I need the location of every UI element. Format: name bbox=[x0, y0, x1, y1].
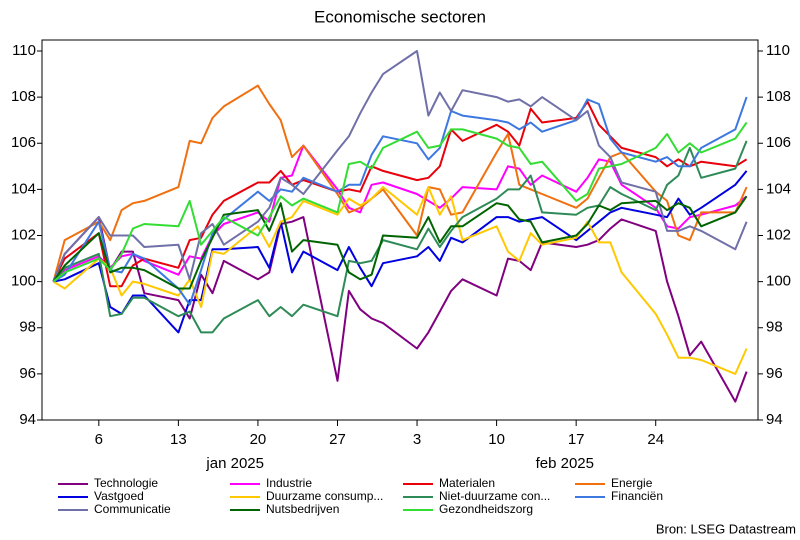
legend-label: Duurzame consump... bbox=[266, 489, 383, 503]
series-line bbox=[53, 170, 748, 334]
y-tick-label: 110 bbox=[12, 42, 36, 59]
x-tick-label: 3 bbox=[413, 431, 421, 448]
y2-tick-label: 104 bbox=[766, 180, 791, 197]
x-tick-label: 20 bbox=[250, 431, 267, 448]
x-tick-label: 27 bbox=[329, 431, 346, 448]
y2-tick-label: 96 bbox=[766, 365, 783, 382]
legend-label: Financiën bbox=[611, 489, 663, 503]
legend-label: Niet-duurzame con... bbox=[439, 489, 550, 503]
y-tick-label: 98 bbox=[19, 319, 36, 336]
y2-tick-label: 106 bbox=[766, 134, 791, 151]
y2-tick-label: 94 bbox=[766, 411, 783, 428]
legend-label: Technologie bbox=[94, 476, 158, 490]
x-tick-label: 17 bbox=[568, 431, 585, 448]
series-line bbox=[52, 100, 748, 288]
series-line bbox=[52, 50, 748, 282]
month-label: feb 2025 bbox=[536, 455, 594, 472]
month-label: jan 2025 bbox=[205, 455, 264, 472]
series-line bbox=[52, 144, 748, 283]
legend-label: Industrie bbox=[266, 476, 312, 490]
y-tick-label: 102 bbox=[11, 226, 36, 243]
series-line bbox=[52, 186, 748, 375]
series-line bbox=[52, 216, 748, 403]
y2-tick-label: 110 bbox=[766, 42, 790, 59]
legend-label: Materialen bbox=[439, 476, 495, 490]
series-line bbox=[52, 140, 748, 334]
y-tick-label: 100 bbox=[11, 273, 36, 290]
y2-tick-label: 108 bbox=[766, 88, 791, 105]
chart-title: Economische sectoren bbox=[314, 7, 486, 26]
x-tick-label: 10 bbox=[488, 431, 505, 448]
series-line bbox=[52, 84, 748, 282]
x-tick-label: 13 bbox=[170, 431, 187, 448]
series-line bbox=[52, 121, 748, 283]
source: Bron: LSEG Datastream bbox=[656, 521, 796, 536]
legend-label: Communicatie bbox=[94, 502, 171, 516]
legend-label: Vastgoed bbox=[94, 489, 144, 503]
y-tick-label: 106 bbox=[11, 134, 36, 151]
y2-tick-label: 98 bbox=[766, 319, 783, 336]
y-tick-label: 108 bbox=[11, 88, 36, 105]
y-tick-label: 96 bbox=[19, 365, 36, 382]
plot-frame bbox=[41, 39, 759, 421]
y2-tick-label: 100 bbox=[766, 273, 791, 290]
x-tick-label: 24 bbox=[647, 431, 664, 448]
y-tick-label: 104 bbox=[11, 180, 36, 197]
series-line bbox=[52, 195, 748, 290]
legend-label: Energie bbox=[611, 476, 653, 490]
y-tick-label: 94 bbox=[19, 411, 36, 428]
y2-tick-label: 102 bbox=[766, 226, 791, 243]
x-tick-label: 6 bbox=[95, 431, 103, 448]
legend-label: Gezondheidszorg bbox=[439, 502, 533, 516]
legend-label: Nutsbedrijven bbox=[266, 502, 339, 516]
